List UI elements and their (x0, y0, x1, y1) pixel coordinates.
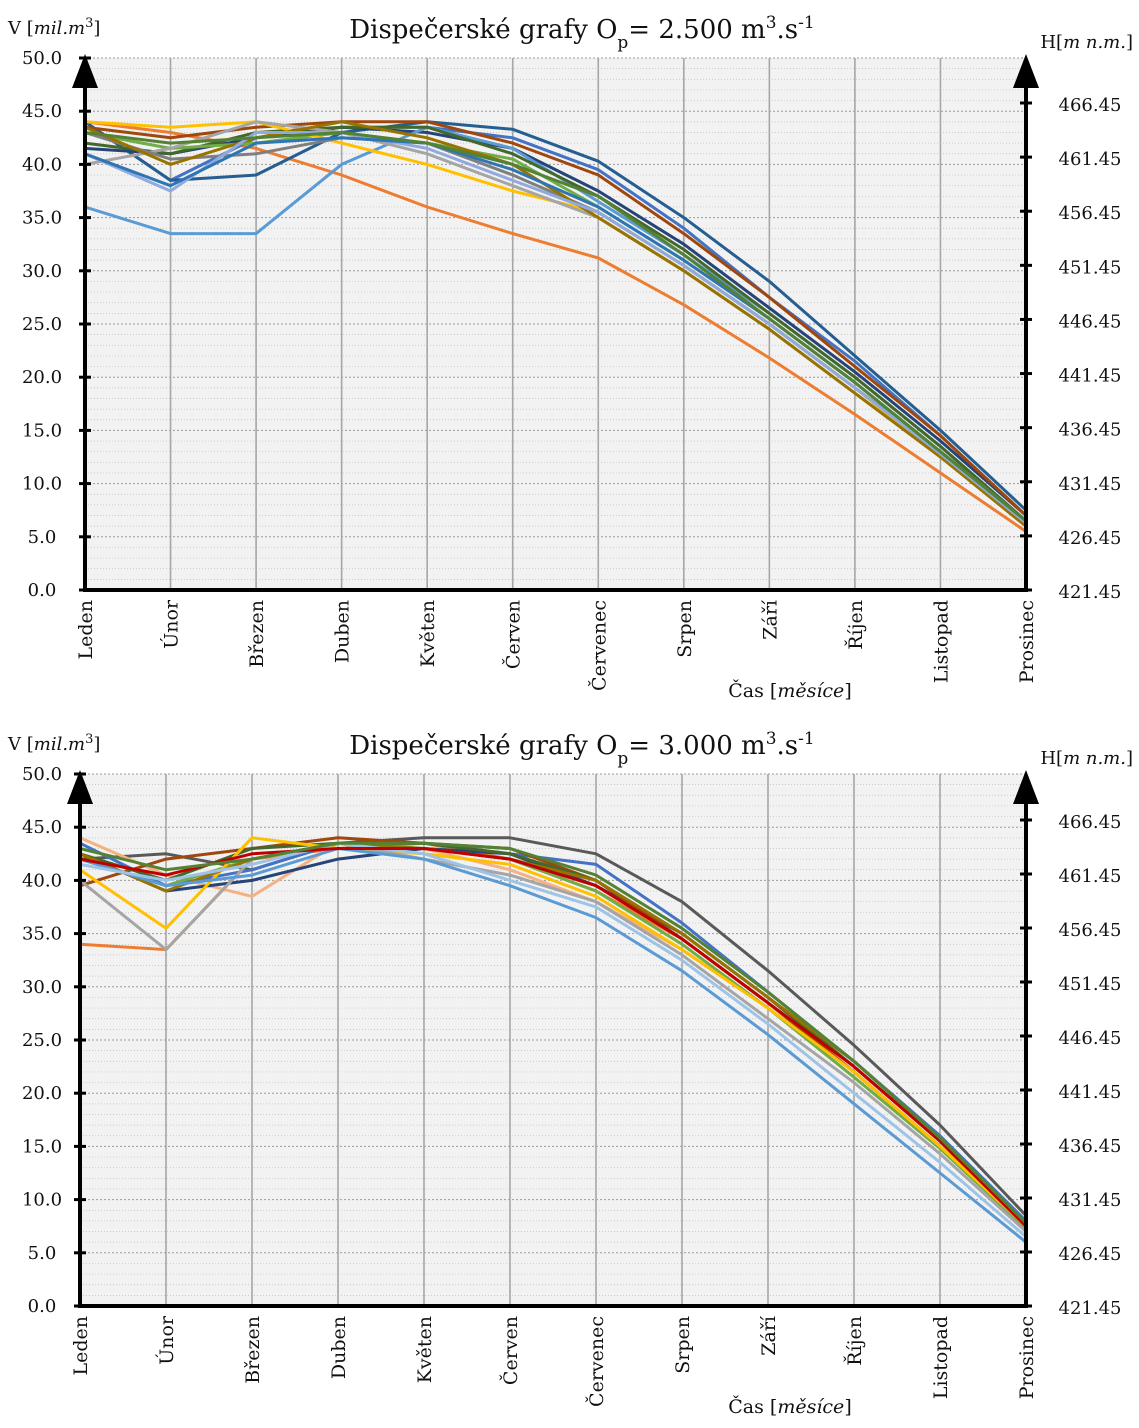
left-axis-arrow-icon (72, 54, 98, 88)
left-tick-label: 10.0 (22, 474, 62, 495)
y-axis-label-right: H[m n.m.] (1040, 32, 1133, 53)
left-tick-label: 35.0 (22, 924, 62, 945)
month-label: Červen (502, 600, 525, 669)
right-tick-label: 441.45 (1059, 366, 1122, 387)
right-tick-label: 461.45 (1059, 866, 1122, 887)
month-label: Únor (160, 599, 183, 649)
right-tick-label: 431.45 (1059, 474, 1122, 495)
left-tick-label: 50.0 (22, 48, 62, 69)
left-tick-label: 45.0 (22, 101, 62, 122)
right-tick-label: 421.45 (1059, 582, 1122, 603)
month-label: Květen (417, 600, 439, 667)
month-label: Prosinec (1016, 1316, 1038, 1399)
series-line-7 (83, 125, 1028, 523)
right-tick-label: 426.45 (1059, 1244, 1122, 1265)
series-line-13 (78, 841, 1028, 1239)
right-tick-label: 466.45 (1059, 95, 1122, 116)
left-tick-label: 25.0 (22, 1030, 62, 1051)
right-tick-label: 431.45 (1059, 1190, 1122, 1211)
left-tick-label: 50.0 (22, 764, 62, 785)
left-tick-label: 15.0 (22, 420, 62, 441)
month-label: Leden (70, 1316, 92, 1376)
month-label: Červen (499, 1316, 522, 1385)
series-line-15 (78, 841, 1028, 1225)
right-tick-label: 446.45 (1059, 1028, 1122, 1049)
right-tick-label: 451.45 (1059, 974, 1122, 995)
month-label: Říjen (843, 1316, 866, 1366)
left-tick-label: 10.0 (22, 1190, 62, 1211)
right-tick-label: 436.45 (1059, 420, 1122, 441)
month-label: Prosinec (1016, 600, 1038, 683)
month-label: Listopad (930, 1316, 952, 1399)
month-label: Únor (155, 1315, 178, 1365)
left-tick-label: 30.0 (22, 977, 62, 998)
left-tick-label: 30.0 (22, 261, 62, 282)
left-tick-label: 35.0 (22, 208, 62, 229)
right-tick-label: 456.45 (1059, 920, 1122, 941)
x-axis-label: Čas [měsíce] (728, 679, 851, 702)
left-tick-label: 15.0 (22, 1136, 62, 1157)
left-tick-label: 5.0 (28, 1243, 57, 1264)
right-tick-label: 441.45 (1059, 1082, 1122, 1103)
right-tick-label: 451.45 (1059, 257, 1122, 278)
series-line-3 (83, 120, 1028, 512)
x-axis-label: Čas [měsíce] (728, 1395, 851, 1418)
right-tick-label: 426.45 (1059, 528, 1122, 549)
left-tick-label: 20.0 (22, 1083, 62, 1104)
month-label: Duben (328, 1316, 350, 1379)
chart-title: Dispečerské grafy Op= 3.000 m3.s-1 (349, 729, 814, 769)
series-line-9 (78, 836, 1028, 1228)
y-axis-label-left: V [mil.m3] (7, 732, 100, 756)
chart-2: 0.0 5.0 10.0 15.0 20.0 25.0 30.0 35.0 40.0 45.0 50… (7, 729, 1133, 1418)
left-tick-label: 0.0 (28, 1296, 57, 1317)
month-label: Leden (75, 600, 97, 660)
left-tick-label: 40.0 (22, 870, 62, 891)
month-label: Září (758, 1315, 780, 1356)
y-axis-label-right: H[m n.m.] (1040, 748, 1133, 769)
month-label: Září (759, 599, 781, 640)
left-tick-label: 20.0 (22, 367, 62, 388)
right-tick-label: 421.45 (1059, 1298, 1122, 1319)
left-tick-label: 5.0 (28, 527, 57, 548)
right-tick-label: 456.45 (1059, 203, 1122, 224)
right-axis-arrow-icon (1013, 770, 1039, 804)
series-line-10 (78, 841, 1028, 1233)
left-tick-label: 25.0 (22, 314, 62, 335)
right-tick-label: 461.45 (1059, 149, 1122, 170)
right-tick-label: 466.45 (1059, 812, 1122, 833)
right-tick-label: 436.45 (1059, 1136, 1122, 1157)
month-label: Říjen (844, 600, 867, 650)
left-tick-label: 0.0 (28, 580, 57, 601)
series-line-6 (83, 120, 1028, 517)
month-label: Srpen (672, 1316, 694, 1374)
month-label: Květen (414, 1316, 436, 1383)
series-line-15 (83, 131, 1028, 523)
month-label: Srpen (674, 600, 696, 658)
left-tick-label: 40.0 (22, 154, 62, 175)
y-axis-label-left: V [mil.m3] (7, 16, 100, 40)
month-label: Listopad (930, 600, 952, 683)
chart-1: 0.0 5.0 10.0 15.0 20.0 25.0 30.0 35.0 40.0 45.0 50… (7, 13, 1133, 702)
month-label: Březen (246, 600, 268, 668)
right-axis-arrow-icon (1013, 54, 1039, 88)
series-line-14 (78, 847, 1028, 1228)
month-label: Březen (242, 1316, 264, 1384)
left-axis-arrow-icon (67, 770, 93, 804)
right-tick-label: 446.45 (1059, 311, 1122, 332)
series-line-13 (83, 131, 1028, 525)
month-label: Duben (332, 600, 354, 663)
series-line-12 (78, 847, 1028, 1244)
month-label: Červenec (585, 1316, 608, 1407)
chart-title: Dispečerské grafy Op= 2.500 m3.s-1 (349, 13, 814, 53)
month-label: Červenec (587, 600, 610, 691)
left-tick-label: 45.0 (22, 817, 62, 838)
